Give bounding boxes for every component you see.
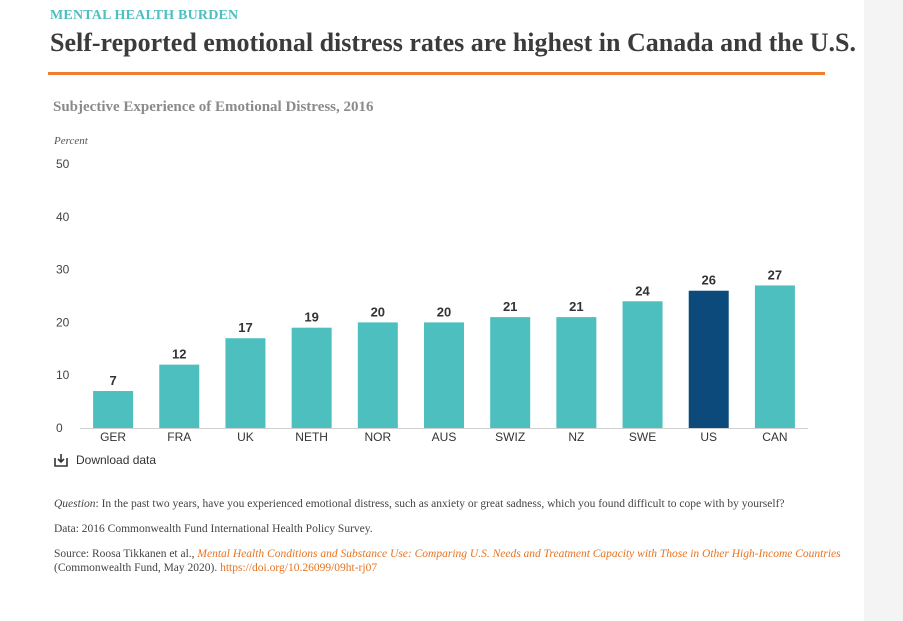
x-tick-label: SWE <box>629 430 656 444</box>
y-tick-label: 20 <box>56 315 70 329</box>
x-tick-label: CAN <box>762 430 787 444</box>
value-label: 24 <box>635 283 650 298</box>
bar-us <box>688 290 729 428</box>
x-tick-label: US <box>700 430 717 444</box>
bar-nor <box>357 322 398 428</box>
source-note: Source: Roosa Tikkanen et al., Mental He… <box>54 547 844 575</box>
y-tick-label: 40 <box>56 210 70 224</box>
x-tick-label: GER <box>100 430 126 444</box>
chart-notes: Question: In the past two years, have yo… <box>54 497 844 586</box>
x-tick-label: NETH <box>295 430 328 444</box>
bar-nz <box>556 317 597 428</box>
bar-aus <box>424 322 464 428</box>
bar-chart: 0 10 20 30 40 50 7 GER 12 FRA 17 UK 19 NETH 20 NOR 20 AUS… <box>56 157 808 444</box>
value-label: 7 <box>109 373 116 388</box>
x-tick-label: UK <box>237 430 254 444</box>
x-tick-label: NZ <box>568 430 584 444</box>
value-label: 19 <box>304 310 318 325</box>
source-doi-link[interactable]: https://doi.org/10.26099/09ht-rj07 <box>220 562 378 574</box>
bar-ger <box>93 391 134 428</box>
value-label: 27 <box>768 267 782 282</box>
value-label: 21 <box>503 299 517 314</box>
source-title-link[interactable]: Mental Health Conditions and Substance U… <box>197 548 841 560</box>
source-suffix: (Commonwealth Fund, May 2020). <box>54 562 221 574</box>
value-label: 26 <box>701 273 715 288</box>
bar-can <box>754 285 795 428</box>
headline: Self-reported emotional distress rates a… <box>50 28 856 57</box>
y-tick-label: 0 <box>56 421 63 435</box>
download-data-button[interactable]: Download data <box>54 453 156 467</box>
bar-fra <box>159 364 200 428</box>
source-prefix: Source: Roosa Tikkanen et al., <box>54 548 198 560</box>
bar-swiz <box>490 317 531 428</box>
x-tick-label: FRA <box>167 430 191 444</box>
x-tick-label: SWIZ <box>495 430 525 444</box>
section-kicker: MENTAL HEALTH BURDEN <box>50 8 239 23</box>
download-label: Download data <box>76 453 157 467</box>
x-tick-label: NOR <box>364 430 391 444</box>
y-tick-label: 30 <box>56 263 70 277</box>
x-tick-label: AUS <box>432 430 457 444</box>
data-note: Data: 2016 Commonwealth Fund Internation… <box>54 523 373 535</box>
download-icon <box>54 453 68 467</box>
side-panel <box>864 0 903 621</box>
chart-title: Subjective Experience of Emotional Distr… <box>53 99 374 115</box>
question-label: Question <box>54 498 96 510</box>
value-label: 21 <box>569 299 583 314</box>
bar-uk <box>225 338 266 428</box>
y-tick-label: 10 <box>56 368 70 382</box>
bar-swe <box>622 301 663 428</box>
value-label: 20 <box>371 304 385 319</box>
question-text: : In the past two years, have you experi… <box>95 498 785 510</box>
y-axis-unit: Percent <box>54 135 88 147</box>
value-label: 12 <box>172 347 186 362</box>
accent-rule <box>48 72 825 75</box>
value-label: 17 <box>238 320 252 335</box>
value-label: 20 <box>437 304 451 319</box>
question-note: Question: In the past two years, have yo… <box>54 497 844 511</box>
bar-neth <box>291 327 332 428</box>
y-tick-label: 50 <box>56 157 70 171</box>
